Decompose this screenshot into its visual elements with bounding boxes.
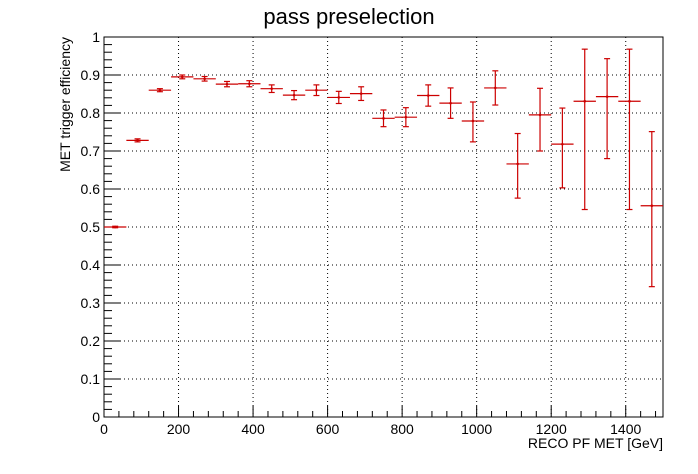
data-point: [260, 84, 283, 94]
y-tick-label: 0.5: [81, 219, 101, 235]
data-point: [417, 84, 440, 107]
point-marker: [113, 225, 117, 229]
y-tick-label: 0.1: [81, 371, 101, 387]
data-point: [148, 88, 172, 93]
data-point: [618, 48, 641, 211]
point-marker: [449, 101, 452, 105]
data-point: [349, 86, 373, 102]
point-marker: [203, 77, 206, 81]
point-marker: [315, 88, 318, 92]
y-tick-label: 0.7: [81, 143, 101, 159]
x-tick-label: 0: [100, 421, 108, 437]
point-marker: [516, 162, 519, 166]
x-tick-label: 1000: [461, 421, 492, 437]
y-tick-label: 0.3: [81, 295, 101, 311]
data-point: [506, 132, 529, 199]
point-marker: [583, 99, 587, 103]
data-point: [327, 90, 350, 105]
x-tick-label: 400: [241, 421, 265, 437]
point-marker: [337, 96, 341, 99]
x-tick-label: 200: [167, 421, 191, 437]
data-point: [215, 80, 239, 88]
point-marker: [471, 119, 475, 123]
data-point: [551, 107, 574, 189]
x-tick-label: 600: [316, 421, 340, 437]
point-marker: [158, 88, 162, 92]
data-points: [104, 48, 663, 288]
data-point: [282, 89, 306, 101]
data-point: [573, 48, 596, 211]
y-tick-label: 0.4: [81, 257, 101, 273]
data-point: [238, 80, 261, 88]
point-marker: [404, 115, 408, 119]
chart-title: pass preselection: [263, 4, 434, 29]
data-point: [439, 87, 462, 119]
data-point: [595, 58, 619, 160]
y-tick-label: 0.6: [81, 181, 101, 197]
y-tick-label: 0: [92, 409, 100, 425]
x-tick-label: 800: [390, 421, 414, 437]
data-point: [394, 107, 418, 128]
point-marker: [426, 94, 430, 97]
point-marker: [292, 93, 296, 97]
tick-labels: 0 200 400 600 800 1000 1200 1400 0 0.1 0.2 0.3 0.4 0.…: [81, 29, 642, 437]
point-marker: [538, 113, 542, 117]
data-point: [104, 225, 127, 229]
point-marker: [359, 92, 363, 95]
point-marker: [561, 142, 564, 146]
point-marker: [136, 139, 139, 142]
point-marker: [494, 86, 497, 90]
x-tick-label: 1400: [610, 421, 641, 437]
y-tick-label: 0.9: [81, 67, 101, 83]
point-marker: [225, 82, 229, 86]
data-point: [372, 109, 395, 128]
data-point: [640, 131, 663, 288]
point-marker: [248, 82, 251, 86]
point-marker: [628, 99, 631, 103]
y-tick-label: 1: [92, 29, 100, 45]
point-marker: [270, 87, 274, 90]
y-axis-title: MET trigger efficiency: [57, 37, 73, 172]
point-marker: [180, 75, 184, 79]
y-tick-label: 0.2: [81, 333, 101, 349]
data-point: [528, 87, 552, 152]
grid: [104, 37, 663, 417]
data-point: [126, 138, 149, 143]
data-point: [193, 75, 216, 82]
point-marker: [650, 204, 654, 208]
point-marker: [605, 95, 609, 98]
x-tick-label: 1200: [536, 421, 567, 437]
point-marker: [382, 117, 385, 120]
data-point: [171, 74, 194, 80]
data-point: [484, 70, 507, 106]
data-point: [461, 101, 485, 143]
data-point: [305, 84, 328, 97]
x-axis-title: RECO PF MET [GeV]: [528, 435, 663, 451]
y-tick-label: 0.8: [81, 105, 101, 121]
